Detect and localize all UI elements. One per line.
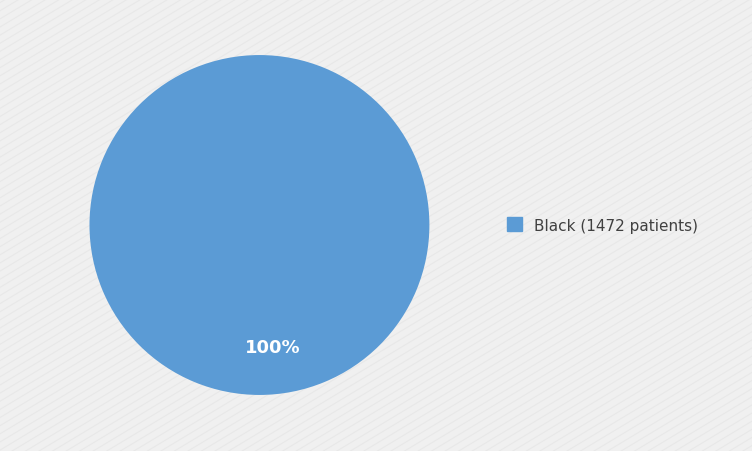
Text: 100%: 100% bbox=[245, 339, 301, 357]
Wedge shape bbox=[89, 56, 429, 395]
Legend: Black (1472 patients): Black (1472 patients) bbox=[501, 212, 705, 239]
